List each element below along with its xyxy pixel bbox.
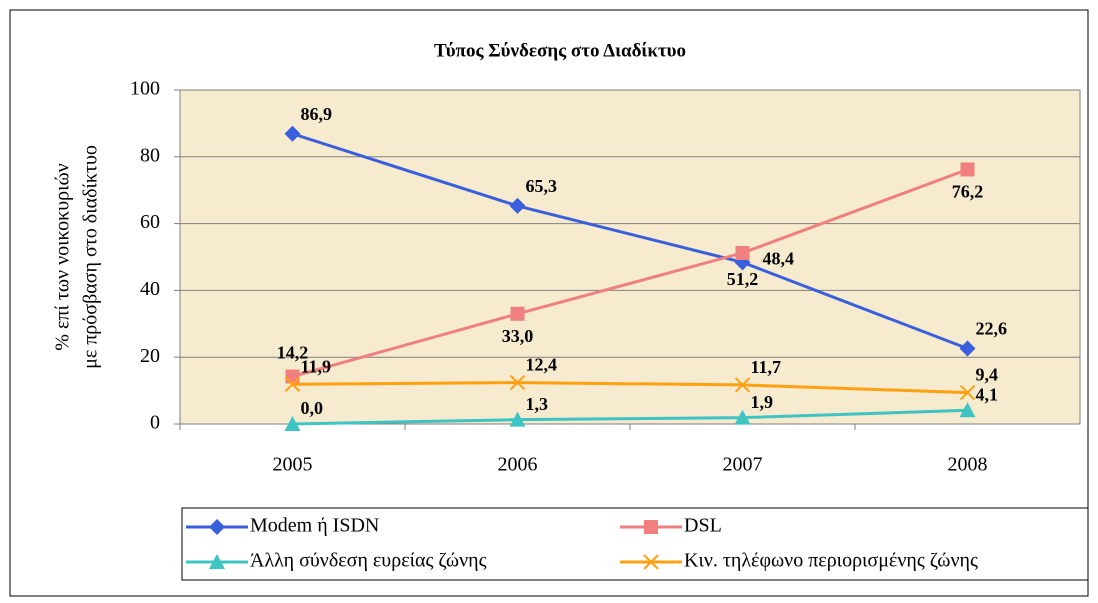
x-tick-label: 2005 — [273, 454, 313, 476]
legend — [181, 507, 1089, 581]
y-tick-label: 80 — [140, 144, 160, 166]
y-tick-label: 20 — [140, 345, 160, 367]
data-label: 4,1 — [976, 384, 999, 404]
data-label: 14,2 — [277, 343, 309, 363]
data-label: 11,9 — [301, 356, 332, 376]
marker — [510, 306, 525, 321]
legend-label: Άλλη σύνδεση ευρείας ζώνης — [250, 550, 487, 572]
chart-title: Τύπος Σύνδεσης στο Διαδίκτυο — [434, 40, 686, 61]
data-label: 22,6 — [976, 319, 1008, 339]
x-tick-label: 2008 — [948, 454, 988, 476]
marker — [734, 377, 751, 393]
y-tick-label: 0 — [150, 412, 160, 434]
marker — [509, 197, 526, 214]
legend-label: Modem ή ISDN — [250, 515, 379, 537]
legend-label: DSL — [684, 515, 722, 537]
marker — [735, 245, 750, 260]
data-label: 86,9 — [301, 104, 333, 124]
x-tick-label: 2007 — [723, 454, 763, 476]
marker — [209, 554, 225, 569]
y-tick-label: 60 — [140, 211, 160, 233]
y-tick-label: 100 — [130, 78, 160, 100]
marker — [959, 384, 976, 401]
y-axis-label: % επί των νοικοκυριών — [52, 163, 74, 350]
y-axis-label: με πρόσβαση στο διαδίκτυο — [80, 145, 102, 369]
x-tick-label: 2006 — [498, 454, 538, 476]
data-label: 1,3 — [526, 394, 549, 414]
y-tick-label: 40 — [140, 278, 160, 300]
marker — [643, 554, 659, 570]
marker — [960, 162, 975, 177]
series-line — [292, 132, 969, 350]
marker — [284, 125, 301, 142]
marker — [285, 369, 300, 384]
series-line — [292, 381, 968, 395]
marker — [284, 416, 301, 431]
legend-label: Κιν. τηλέφωνο περιορισμένης ζώνης — [684, 550, 978, 572]
data-label: 48,4 — [763, 248, 795, 268]
data-label: 51,2 — [727, 269, 759, 289]
data-label: 0,0 — [301, 398, 324, 418]
data-label: 12,4 — [526, 355, 558, 375]
series-line — [292, 408, 968, 426]
marker — [959, 402, 976, 418]
data-label: 33,0 — [502, 326, 534, 346]
data-label: 11,7 — [751, 357, 782, 377]
series-line — [292, 168, 969, 379]
marker — [959, 340, 976, 357]
data-label: 9,4 — [976, 365, 999, 385]
marker — [509, 374, 526, 391]
marker — [209, 519, 225, 535]
marker — [284, 376, 301, 392]
data-label: 1,9 — [751, 392, 774, 412]
data-label: 65,3 — [526, 176, 558, 196]
marker — [734, 409, 751, 425]
marker — [509, 411, 526, 427]
marker — [644, 520, 658, 534]
data-label: 76,2 — [952, 182, 984, 202]
